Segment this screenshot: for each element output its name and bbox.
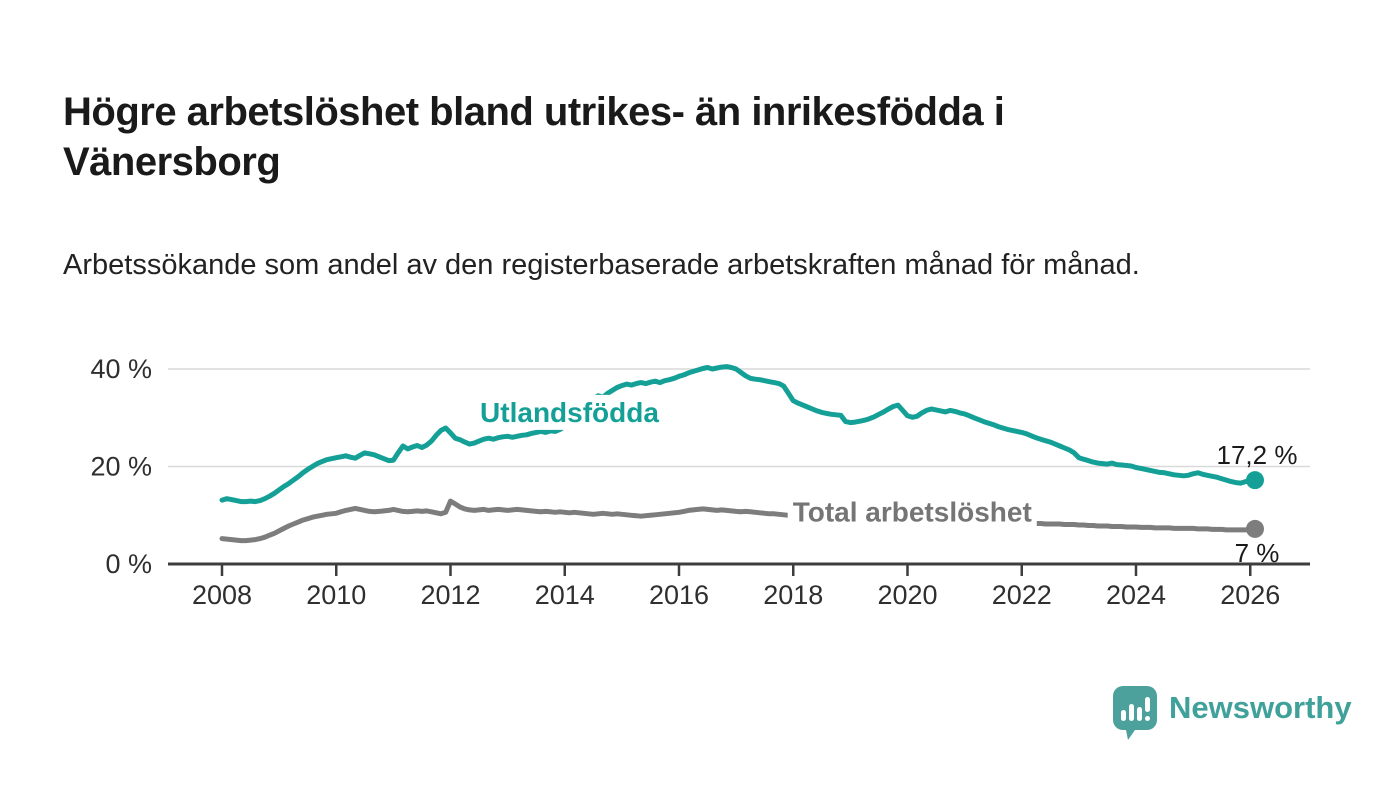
series-end-value-label: 17,2 % (1217, 440, 1298, 470)
series-end-dot (1246, 519, 1264, 538)
x-axis-tick-label: 2010 (306, 580, 366, 610)
series-end-value-label: 7 % (1235, 538, 1280, 568)
x-axis-tick-label: 2020 (877, 580, 937, 610)
speech-bubble-shape (1113, 686, 1157, 740)
x-axis-tick-label: 2014 (535, 580, 595, 610)
line-chart: 0 % 20 % 40 % 2008 2010 2012 2014 2016 2018 2020 2… (90, 354, 1310, 610)
series-end-dot (1246, 471, 1264, 490)
x-axis-tick-label: 2024 (1106, 580, 1166, 610)
x-axis-tick-label: 2016 (649, 580, 709, 610)
series-label: Total arbetslöshet (793, 496, 1032, 527)
series-line (219, 364, 1258, 505)
series-label: Utlandsfödda (480, 397, 659, 428)
series-label-backing (475, 394, 665, 430)
series-line (219, 498, 1258, 544)
x-axis-tick-label: 2022 (992, 580, 1052, 610)
x-axis-tick-label: 2012 (420, 580, 480, 610)
brand-logo: Newsworthy (1113, 686, 1352, 744)
brand-name: Newsworthy (1169, 690, 1352, 725)
page-title: Högre arbetslöshet bland utrikes- än inr… (63, 89, 1005, 185)
newsworthy-icon (1113, 686, 1157, 740)
x-axis-tick-label: 2026 (1220, 580, 1280, 610)
bar-chart-glyph (1121, 697, 1150, 721)
page-subtitle: Arbetssökande som andel av den registerb… (63, 249, 1140, 281)
series-label-backing (787, 494, 1037, 530)
y-axis-tick-label: 0 % (105, 549, 152, 579)
y-axis-tick-label: 40 % (90, 354, 152, 384)
y-axis-tick-label: 20 % (90, 452, 152, 482)
x-axis-tick-label: 2018 (763, 580, 823, 610)
x-axis-tick-label: 2008 (192, 580, 252, 610)
